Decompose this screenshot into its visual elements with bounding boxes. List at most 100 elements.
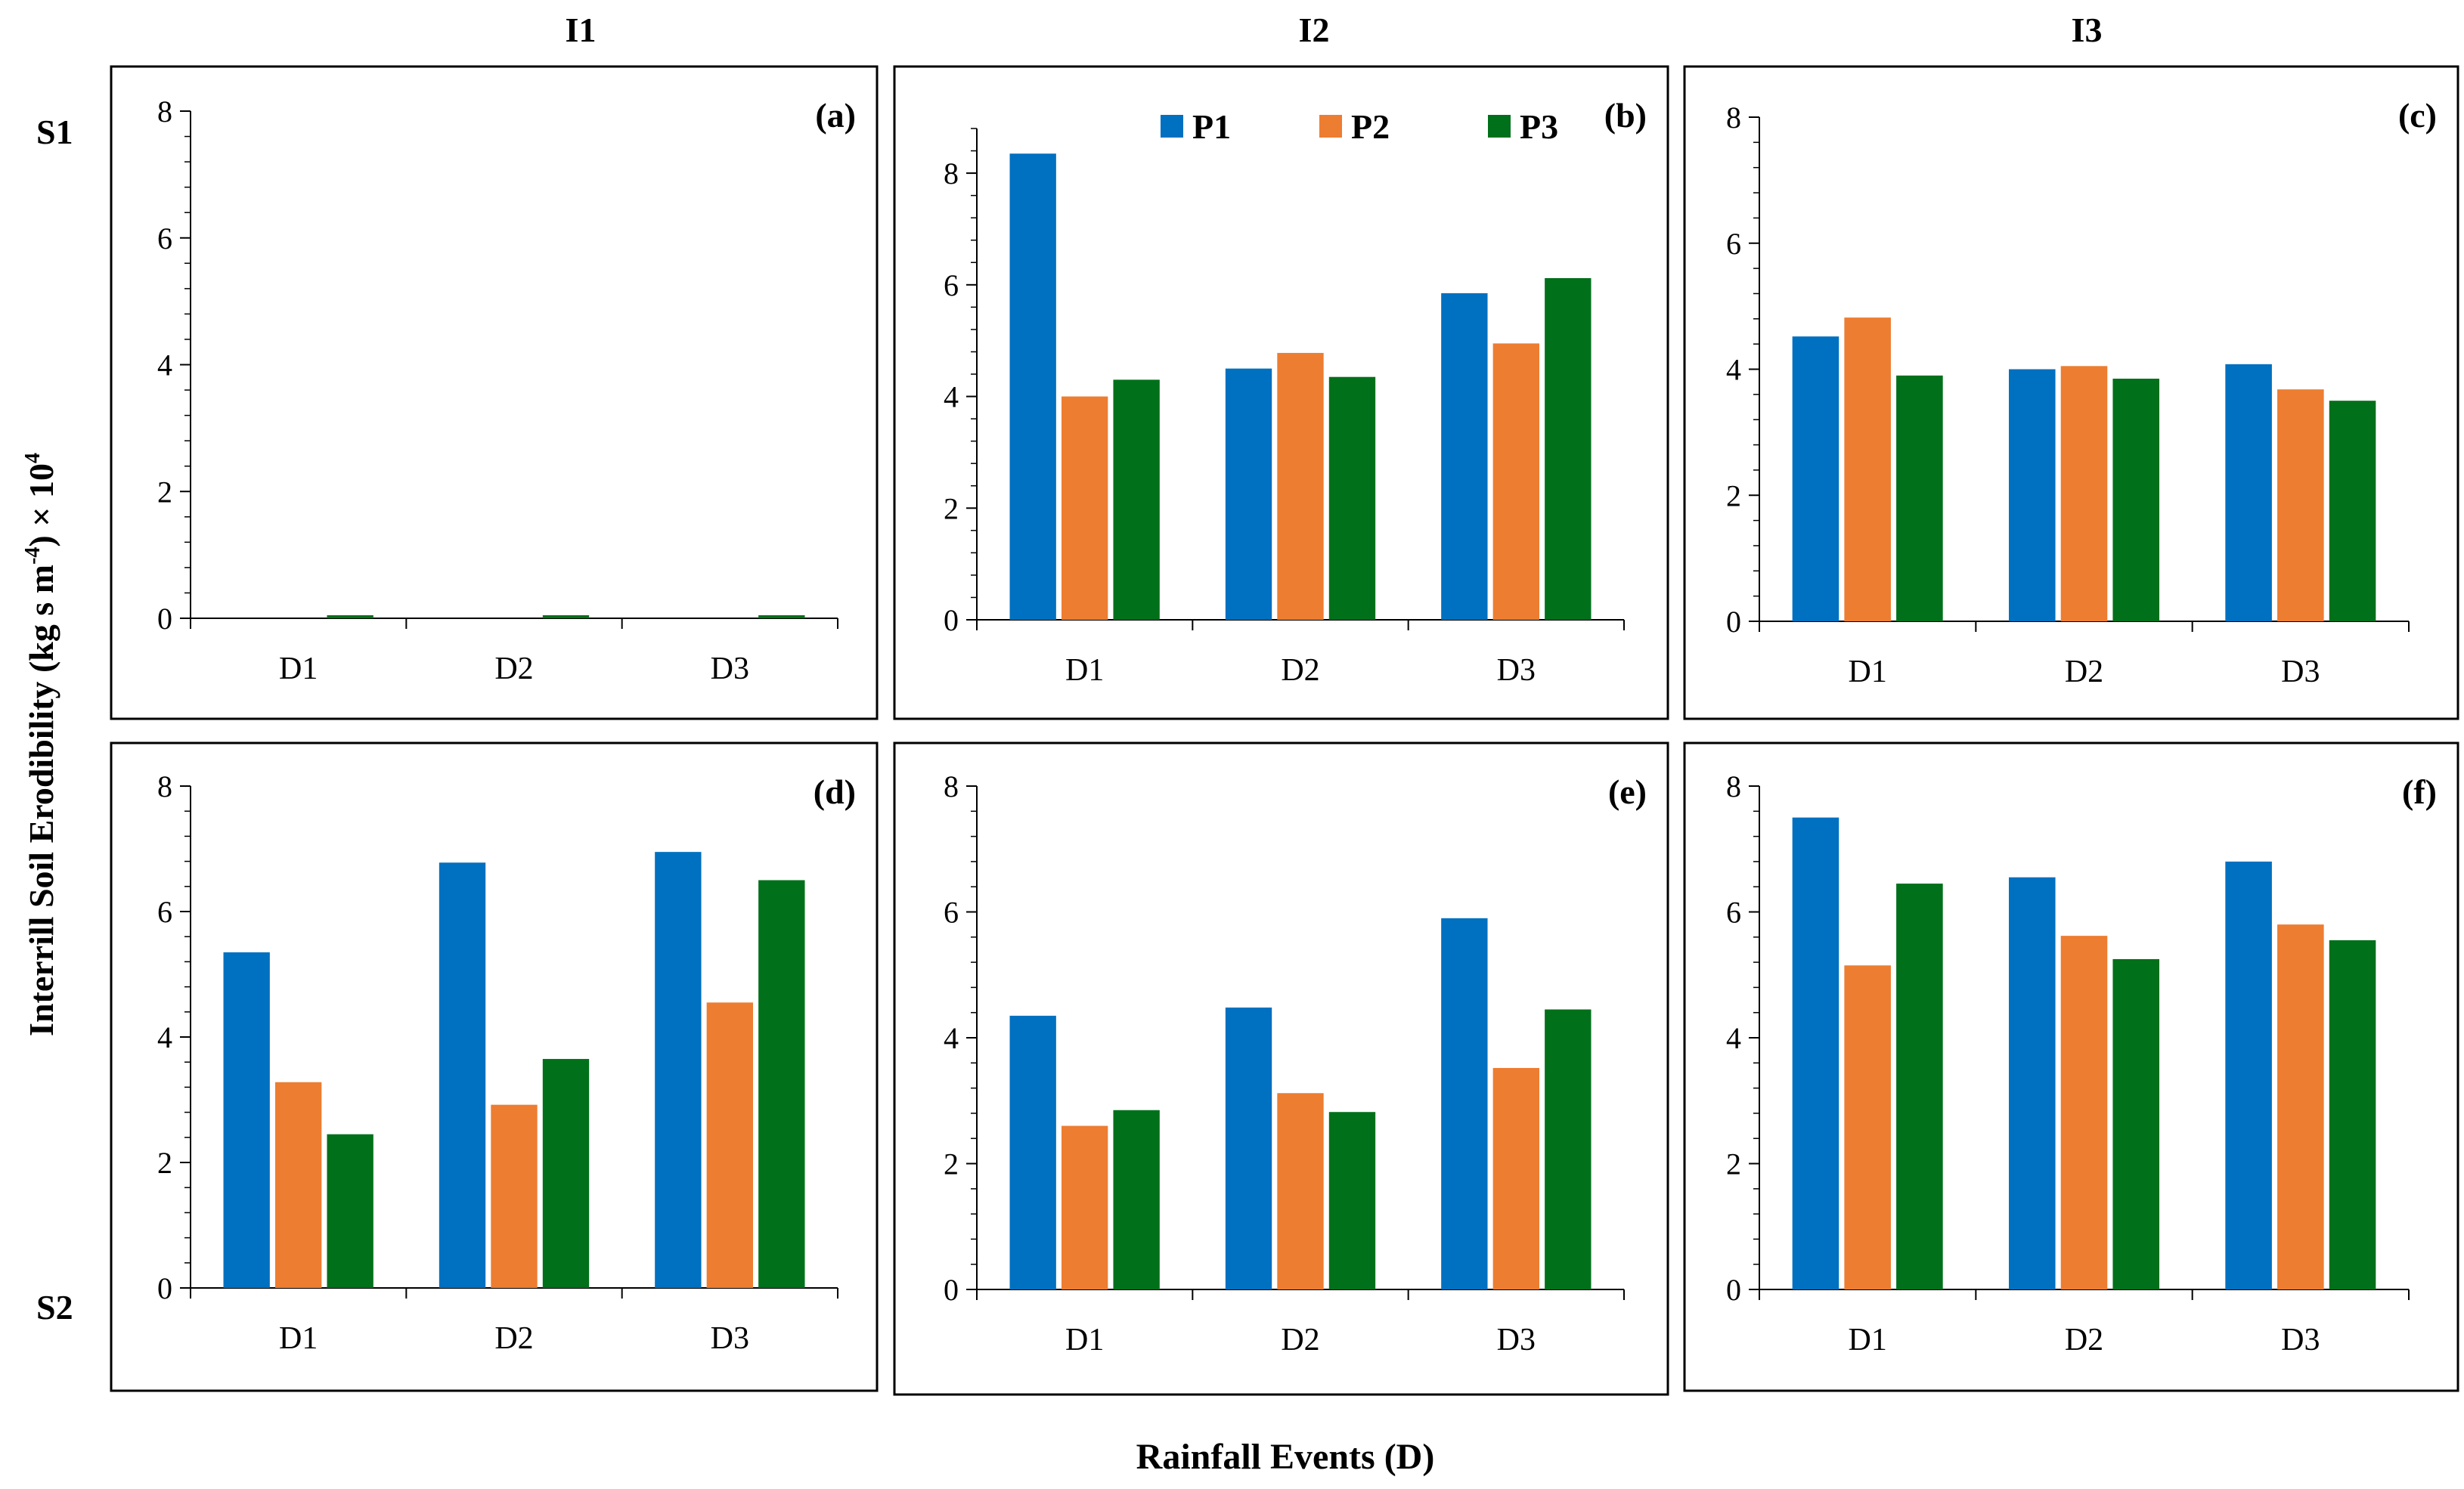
panel-f: 0 2 4 6 8 D1 D2 D3 (f): [1683, 741, 2459, 1392]
x-tick-label-d2: D2: [494, 1321, 533, 1356]
y-tick-label: 6: [157, 895, 172, 929]
bar-p3-d3: [2329, 940, 2376, 1289]
bar-p2-d3: [1492, 343, 1540, 620]
x-tick-label-d3: D3: [711, 652, 749, 686]
x-tick-label-d2: D2: [1281, 653, 1319, 688]
panel-tag: (b): [1604, 96, 1647, 135]
x-tick-label-d1: D1: [1065, 1323, 1104, 1357]
bar-p1-d2: [1225, 368, 1272, 620]
x-tick-label-d1: D1: [279, 652, 318, 686]
bar-p1-d1: [1009, 1015, 1056, 1289]
y-tick-label: 6: [1726, 896, 1741, 930]
panel-frame: [110, 65, 879, 720]
y-tick-label: 2: [944, 491, 959, 525]
panel-tag: (e): [1608, 772, 1647, 811]
bar-p3-d1: [327, 1134, 373, 1288]
panel-a: 0 2 4 6 8 D1 D2 D3 (a): [110, 65, 879, 720]
bar-p2-d1: [1061, 396, 1108, 620]
panel-frame: [110, 741, 879, 1392]
bar-p1-d1: [1792, 817, 1839, 1289]
legend-swatch-p1: [1161, 115, 1183, 138]
x-tick-label-d1: D1: [1065, 653, 1104, 688]
bar-p2-d3: [1492, 1067, 1540, 1289]
y-tick-label: 6: [1726, 227, 1741, 261]
y-tick-label: 8: [1726, 101, 1741, 135]
legend-swatch-p2: [1319, 115, 1342, 138]
y-axis-label-mid: ) × 10: [22, 463, 60, 547]
row-header-s2: S2: [36, 1288, 73, 1326]
y-tick-label: 4: [944, 380, 959, 414]
y-tick-label: 4: [157, 1020, 172, 1054]
bar-p3-d3: [2329, 401, 2376, 621]
bar-p3-d1: [1113, 1110, 1160, 1289]
y-tick-label: 2: [1726, 1147, 1741, 1181]
bar-p3-d2: [542, 615, 590, 618]
x-tick-label-d3: D3: [1497, 653, 1536, 688]
y-tick-label: 6: [944, 268, 959, 302]
panel-tag: (a): [815, 96, 856, 135]
bar-p2-d2: [1277, 1093, 1324, 1289]
bar-p1-d3: [1441, 293, 1488, 620]
y-tick-label: 6: [157, 221, 172, 255]
bar-p3-d1: [1896, 375, 1943, 621]
bar-p1-d3: [655, 852, 702, 1288]
y-axis-label-exp2: 4: [21, 453, 45, 463]
panel-d: 0 2 4 6 8 D1 D2 D3 (d): [110, 741, 879, 1392]
y-tick-label: 4: [157, 348, 172, 382]
bar-p2-d3: [2277, 924, 2324, 1289]
bar-p2-d1: [1844, 317, 1891, 621]
bar-p1-d3: [1441, 918, 1488, 1289]
y-tick-label: 0: [1726, 1273, 1741, 1307]
legend-label-p3: P3: [1520, 107, 1558, 146]
bar-p2-d2: [1277, 352, 1324, 620]
panel-frame: [1683, 65, 2459, 720]
y-tick-label: 0: [157, 1271, 172, 1305]
y-tick-label: 4: [1726, 1021, 1741, 1055]
x-axis-label: Rainfall Events (D): [1136, 1437, 1435, 1477]
x-tick-label-d3: D3: [1497, 1323, 1536, 1357]
bar-p2-d1: [274, 1082, 322, 1288]
bar-p2-d2: [2060, 366, 2108, 621]
legend-label-p1: P1: [1192, 107, 1231, 146]
y-tick-label: 2: [1726, 478, 1741, 512]
col-header-i3: I3: [2072, 11, 2103, 49]
bar-p3-d1: [1113, 379, 1160, 620]
bar-p1-d2: [439, 862, 486, 1288]
panel-frame: [893, 741, 1669, 1396]
panel-frame: [1683, 741, 2459, 1392]
bar-p1-d3: [2225, 364, 2272, 621]
bar-p3-d2: [542, 1059, 590, 1288]
y-tick-label: 8: [1726, 769, 1741, 803]
x-tick-label-d1: D1: [1848, 655, 1886, 689]
bar-p2-d2: [2060, 936, 2108, 1289]
bar-p1-d2: [1225, 1008, 1272, 1289]
y-tick-label: 2: [944, 1147, 959, 1181]
x-tick-label-d2: D2: [2065, 655, 2103, 689]
legend: P1 P2 P3: [1161, 107, 1558, 146]
y-tick-label: 6: [944, 896, 959, 930]
bar-p3-d3: [1545, 277, 1592, 620]
bar-p3-d1: [327, 615, 373, 618]
bar-p1-d3: [2225, 861, 2272, 1289]
y-axis-label-exp1: -4: [21, 547, 45, 565]
bar-p1-d2: [2008, 877, 2056, 1289]
y-tick-label: 8: [944, 769, 959, 803]
y-tick-label: 8: [944, 156, 959, 190]
col-header-i1: I1: [566, 11, 597, 49]
panel-tag: (c): [2398, 96, 2437, 135]
bar-p2-d1: [1061, 1125, 1108, 1289]
bar-p3-d1: [1896, 884, 1943, 1289]
bar-p2-d3: [706, 1002, 754, 1288]
bar-p3-d3: [758, 880, 805, 1288]
x-tick-label-d2: D2: [1281, 1323, 1319, 1357]
bar-p2-d2: [491, 1104, 538, 1288]
x-tick-label-d1: D1: [1848, 1323, 1886, 1357]
col-header-i2: I2: [1299, 11, 1330, 49]
x-tick-label-d2: D2: [494, 652, 533, 686]
bar-p2-d1: [1844, 965, 1891, 1289]
y-tick-label: 2: [157, 1146, 172, 1180]
panels: 0 2 4 6 8 D1 D2 D3 (a) 0 2 4 6 8 D1 D2 D3 (b) 0 2 4 6 8 D1 D2 D3 (…: [110, 65, 2459, 1396]
x-tick-label-d1: D1: [279, 1321, 318, 1356]
y-tick-label: 2: [157, 475, 172, 509]
